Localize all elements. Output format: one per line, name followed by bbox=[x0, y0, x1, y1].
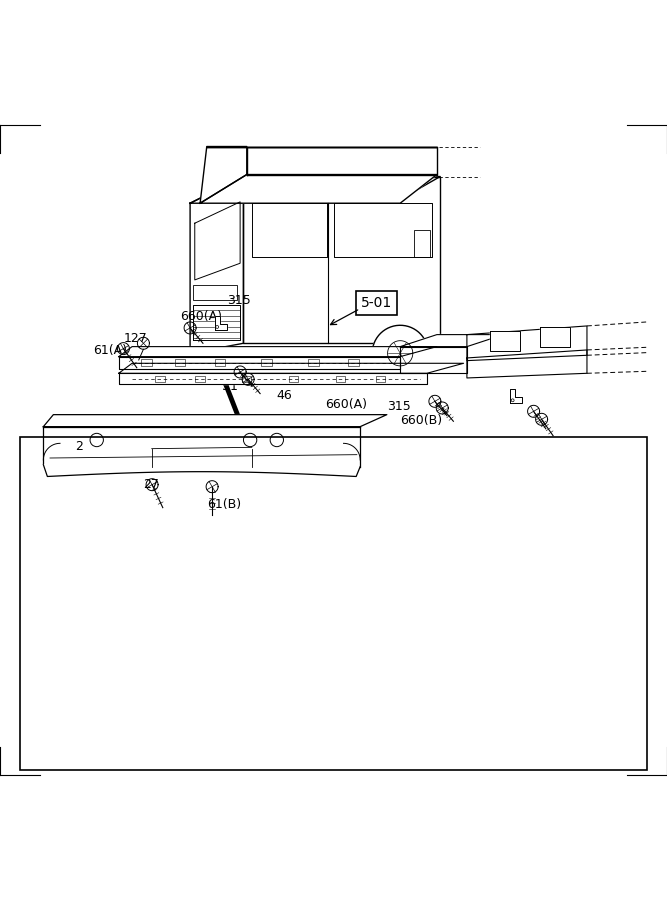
Polygon shape bbox=[467, 350, 587, 378]
Polygon shape bbox=[119, 374, 427, 384]
Text: 5-01: 5-01 bbox=[362, 296, 392, 310]
Polygon shape bbox=[119, 356, 400, 369]
Bar bbox=[308, 359, 319, 366]
Polygon shape bbox=[119, 364, 464, 374]
Polygon shape bbox=[490, 330, 520, 351]
Polygon shape bbox=[243, 176, 440, 343]
Polygon shape bbox=[247, 147, 437, 175]
Bar bbox=[155, 376, 165, 382]
Bar bbox=[193, 285, 237, 300]
Text: 315: 315 bbox=[227, 293, 251, 307]
Text: 660(B): 660(B) bbox=[400, 414, 442, 427]
Text: 27: 27 bbox=[143, 479, 159, 491]
Text: 51: 51 bbox=[222, 380, 238, 392]
Polygon shape bbox=[215, 316, 227, 330]
Text: 61(B): 61(B) bbox=[207, 499, 241, 511]
Text: 61(A): 61(A) bbox=[93, 344, 127, 356]
Text: 46: 46 bbox=[197, 356, 213, 369]
Text: 2: 2 bbox=[75, 440, 83, 454]
Polygon shape bbox=[372, 325, 428, 382]
Text: 315: 315 bbox=[387, 400, 411, 413]
Polygon shape bbox=[119, 346, 437, 356]
Polygon shape bbox=[200, 175, 437, 203]
Bar bbox=[376, 376, 385, 382]
Bar bbox=[261, 359, 272, 366]
Polygon shape bbox=[188, 354, 243, 366]
Polygon shape bbox=[43, 415, 387, 427]
Polygon shape bbox=[190, 176, 243, 354]
Polygon shape bbox=[200, 147, 247, 203]
Bar bbox=[289, 376, 298, 382]
Bar bbox=[215, 359, 225, 366]
Polygon shape bbox=[467, 326, 587, 361]
Polygon shape bbox=[540, 328, 570, 347]
Bar bbox=[242, 376, 251, 382]
Bar bbox=[348, 359, 359, 366]
Bar bbox=[141, 359, 152, 366]
Polygon shape bbox=[510, 389, 522, 403]
Text: 24: 24 bbox=[239, 367, 255, 380]
Bar bbox=[175, 359, 185, 366]
Polygon shape bbox=[243, 354, 334, 364]
Bar bbox=[336, 376, 345, 382]
Text: 46: 46 bbox=[277, 389, 293, 402]
Bar bbox=[414, 230, 430, 256]
Polygon shape bbox=[400, 335, 504, 346]
Bar bbox=[20, 436, 647, 770]
Polygon shape bbox=[400, 346, 467, 374]
Polygon shape bbox=[190, 176, 440, 203]
Bar bbox=[195, 376, 205, 382]
Text: 660(A): 660(A) bbox=[180, 310, 222, 323]
Text: 660(A): 660(A) bbox=[325, 399, 367, 411]
Text: 127: 127 bbox=[123, 331, 147, 345]
